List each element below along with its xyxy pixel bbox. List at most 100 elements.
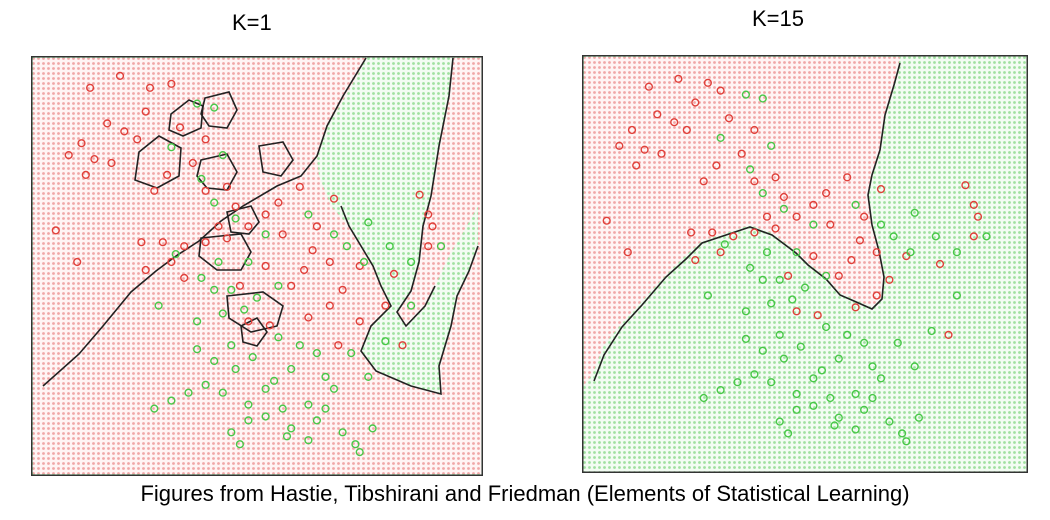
point-green <box>851 425 860 434</box>
point-green <box>227 341 236 350</box>
point-red <box>308 246 317 255</box>
point-green <box>201 380 210 389</box>
point-green <box>703 291 713 300</box>
point-green <box>851 200 860 210</box>
point-red <box>703 78 713 87</box>
point-red <box>784 271 793 280</box>
region-red <box>584 57 900 385</box>
point-red <box>851 303 860 312</box>
point-green <box>210 103 219 112</box>
point-green <box>952 291 962 300</box>
point-green <box>834 413 843 422</box>
point-green <box>889 232 898 241</box>
point-red <box>304 313 313 322</box>
point-green <box>779 354 789 363</box>
point-green <box>767 378 776 387</box>
point-red <box>632 161 641 170</box>
point-red <box>175 123 185 132</box>
point-red <box>826 220 835 229</box>
point-red <box>699 177 708 186</box>
point-red <box>860 212 869 221</box>
point-green <box>351 440 360 449</box>
point-red <box>712 161 721 170</box>
point-green <box>218 309 227 318</box>
point-red <box>81 170 90 180</box>
point-red <box>73 257 82 267</box>
point-green <box>868 362 877 371</box>
point-red <box>180 242 189 251</box>
point-green <box>750 370 759 379</box>
point-red <box>329 194 339 203</box>
point-red <box>244 317 253 326</box>
point-red <box>133 135 142 144</box>
panel-title-k1: K=1 <box>232 10 272 35</box>
point-red <box>969 200 978 210</box>
points-k1 <box>51 71 446 457</box>
point-green <box>822 271 831 280</box>
point-red <box>843 173 852 182</box>
point-green <box>784 429 793 438</box>
point-green <box>150 404 159 413</box>
point-green <box>270 376 279 385</box>
point-green <box>817 366 827 375</box>
point-green <box>906 248 915 257</box>
point-green <box>197 174 206 184</box>
point-green <box>231 364 240 374</box>
point-green <box>860 338 869 347</box>
point-green <box>355 448 364 457</box>
point-green <box>407 257 416 267</box>
point-green <box>876 220 886 229</box>
point-red <box>64 150 73 160</box>
point-green <box>244 257 253 267</box>
plot-k1 <box>31 56 483 476</box>
point-green <box>914 413 924 422</box>
point-green <box>252 293 262 302</box>
point-green <box>227 428 236 437</box>
figure-caption: Figures from Hastie, Tibshirani and Frie… <box>140 481 910 506</box>
point-red <box>325 301 334 310</box>
point-red <box>822 189 831 198</box>
point-green <box>210 198 219 207</box>
point-green <box>746 165 755 174</box>
point-green <box>167 396 176 405</box>
point-red <box>158 238 167 247</box>
point-red <box>792 307 801 316</box>
point-green <box>902 437 911 446</box>
point-green <box>321 404 330 413</box>
point-red <box>261 210 270 219</box>
point-green <box>720 240 729 249</box>
point-red <box>973 212 983 221</box>
point-red <box>750 125 759 135</box>
point-green <box>214 257 223 267</box>
point-red <box>201 135 210 144</box>
point-green <box>716 133 725 143</box>
point-green <box>385 242 394 251</box>
point-red <box>398 341 407 350</box>
point-red <box>674 74 683 83</box>
point-red <box>691 256 700 265</box>
point-red <box>137 238 146 247</box>
point-green <box>775 275 784 284</box>
point-green <box>830 421 839 430</box>
points-k15 <box>602 74 991 446</box>
point-green <box>261 230 270 239</box>
point-green <box>261 412 270 421</box>
point-red <box>312 222 322 231</box>
point-green <box>368 424 377 433</box>
point-green <box>193 99 202 108</box>
point-red <box>602 216 611 225</box>
point-green <box>321 372 330 382</box>
point-red <box>644 82 654 91</box>
point-red <box>287 281 296 290</box>
plot-frame <box>582 55 1028 473</box>
point-red <box>51 226 60 235</box>
point-red <box>682 125 691 135</box>
point-red <box>334 341 343 350</box>
point-red <box>120 127 129 136</box>
point-red <box>809 200 818 210</box>
point-green <box>227 285 236 294</box>
point-red <box>944 330 953 340</box>
point-green <box>775 330 784 340</box>
point-red <box>167 257 176 267</box>
point-red <box>261 261 270 271</box>
